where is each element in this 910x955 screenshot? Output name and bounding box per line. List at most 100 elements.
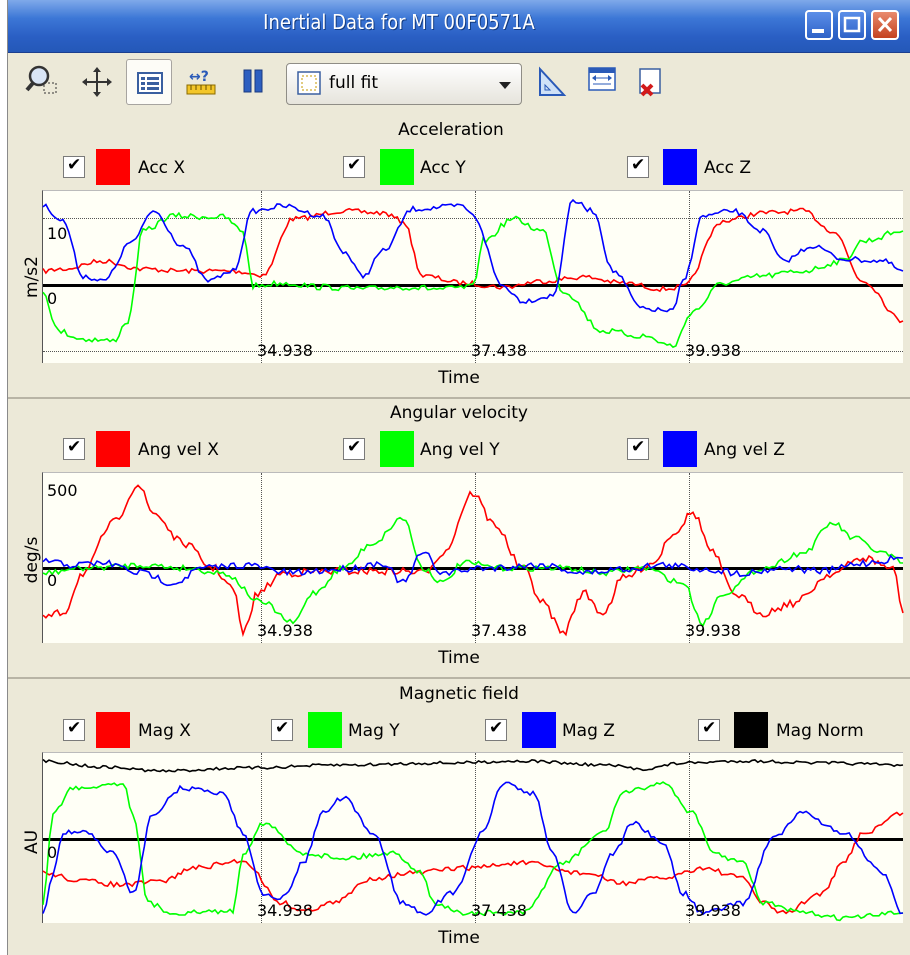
mag-x-swatch bbox=[96, 712, 130, 748]
ang-vel-x-checkbox[interactable] bbox=[63, 437, 85, 460]
magnetic-field-title: Magnetic field bbox=[399, 684, 519, 704]
angular-velocity-x-axis-label: Time bbox=[438, 648, 480, 668]
minimize-icon bbox=[812, 29, 824, 33]
mag-norm-checkbox[interactable] bbox=[698, 718, 720, 741]
x-tick: 37.438 bbox=[471, 341, 527, 360]
ang-vel-z-label: Ang vel Z bbox=[704, 440, 785, 460]
panel-separator bbox=[8, 397, 910, 399]
zoom-mode-dropdown[interactable]: full fit bbox=[286, 63, 522, 105]
fit-columns-button[interactable] bbox=[580, 59, 626, 105]
magnetic-field-plot[interactable]: 0 34.938 37.438 39.938 bbox=[42, 752, 904, 923]
acceleration-y-axis-label: m/s2 bbox=[22, 256, 42, 298]
axis-scale-button[interactable]: ↔? bbox=[178, 59, 224, 105]
y-tick-500: 500 bbox=[47, 481, 78, 500]
pan-button[interactable] bbox=[74, 59, 120, 105]
maximize-icon bbox=[843, 16, 861, 33]
acc-z-label: Acc Z bbox=[704, 158, 752, 178]
angular-velocity-traces bbox=[42, 484, 904, 638]
pause-button[interactable] bbox=[230, 59, 276, 105]
ang-vel-z-trace bbox=[42, 551, 904, 587]
grid-line bbox=[261, 473, 262, 643]
x-tick: 37.438 bbox=[471, 901, 527, 920]
mag-x-trace bbox=[42, 811, 904, 915]
pan-icon bbox=[82, 67, 112, 97]
x-tick: 34.938 bbox=[257, 621, 313, 640]
angular-velocity-title: Angular velocity bbox=[390, 403, 528, 423]
y-tick-0: 0 bbox=[47, 571, 58, 590]
x-tick: 39.938 bbox=[685, 621, 741, 640]
acceleration-x-axis-label: Time bbox=[438, 368, 480, 388]
ang-vel-x-label: Ang vel X bbox=[138, 440, 219, 460]
angular-velocity-y-axis-label: deg/s bbox=[22, 536, 42, 584]
ang-vel-y-label: Ang vel Y bbox=[420, 440, 500, 460]
legend-toggle-icon bbox=[137, 72, 163, 94]
mag-z-trace bbox=[42, 781, 904, 916]
y-tick-10: 10 bbox=[47, 224, 68, 243]
zoom-mode-value: full fit bbox=[329, 73, 378, 93]
ruler-button[interactable] bbox=[528, 59, 574, 105]
grid-line bbox=[43, 351, 903, 352]
panel-separator bbox=[8, 677, 910, 679]
ruler-icon bbox=[539, 66, 567, 96]
legend-toggle-button[interactable] bbox=[126, 59, 172, 105]
minimize-button[interactable] bbox=[805, 10, 833, 40]
acc-y-label: Acc Y bbox=[420, 158, 466, 178]
acceleration-plot[interactable]: 10 0 34.938 37.438 39.938 bbox=[42, 190, 904, 363]
mag-z-checkbox[interactable] bbox=[485, 718, 507, 741]
zero-line bbox=[43, 838, 903, 841]
axis-scale-icon: ↔? bbox=[186, 69, 216, 95]
magnetic-field-x-axis-label: Time bbox=[438, 928, 480, 948]
close-button[interactable] bbox=[871, 10, 899, 40]
zoom-fit-icon bbox=[297, 71, 321, 95]
mag-y-trace bbox=[42, 781, 904, 922]
grid-line bbox=[43, 218, 903, 219]
clear-button[interactable] bbox=[628, 59, 674, 105]
mag-y-swatch bbox=[308, 712, 342, 748]
acceleration-traces bbox=[42, 198, 904, 349]
acc-y-trace bbox=[42, 211, 904, 349]
ang-vel-y-swatch bbox=[380, 431, 414, 467]
x-tick: 34.938 bbox=[257, 901, 313, 920]
acc-z-swatch bbox=[663, 149, 697, 185]
chevron-down-icon bbox=[499, 82, 511, 89]
grid-line bbox=[475, 191, 476, 363]
mag-x-checkbox[interactable] bbox=[63, 718, 85, 741]
ang-vel-y-checkbox[interactable] bbox=[343, 437, 365, 460]
x-tick: 39.938 bbox=[685, 901, 741, 920]
fit-columns-icon bbox=[588, 67, 616, 91]
acc-x-label: Acc X bbox=[138, 158, 186, 178]
x-tick: 39.938 bbox=[685, 341, 741, 360]
acc-z-trace bbox=[42, 198, 904, 313]
ang-vel-z-checkbox[interactable] bbox=[627, 437, 649, 460]
ang-vel-x-trace bbox=[42, 484, 904, 638]
acc-x-checkbox[interactable] bbox=[63, 155, 85, 178]
grid-line bbox=[475, 473, 476, 643]
grid-line bbox=[261, 191, 262, 363]
maximize-button[interactable] bbox=[838, 10, 866, 40]
acc-y-swatch bbox=[380, 149, 414, 185]
acc-y-checkbox[interactable] bbox=[343, 155, 365, 178]
mag-norm-swatch bbox=[734, 712, 768, 748]
close-icon bbox=[877, 16, 893, 33]
mag-y-checkbox[interactable] bbox=[271, 718, 293, 741]
y-tick-0: 0 bbox=[47, 843, 58, 862]
angular-velocity-plot[interactable]: 500 0 34.938 37.438 39.938 bbox=[42, 472, 904, 643]
zoom-region-button[interactable] bbox=[22, 59, 68, 105]
window-title: Inertial Data for MT 00F0571A bbox=[263, 10, 535, 34]
x-tick: 34.938 bbox=[257, 341, 313, 360]
mag-y-label: Mag Y bbox=[348, 721, 400, 741]
mag-x-label: Mag X bbox=[138, 721, 191, 741]
svg-text:↔?: ↔? bbox=[189, 69, 209, 85]
zero-line bbox=[43, 284, 903, 287]
zoom-region-icon bbox=[25, 65, 57, 94]
acc-z-checkbox[interactable] bbox=[627, 155, 649, 178]
ang-vel-y-trace bbox=[42, 516, 904, 628]
toolbar: ↔? full fit bbox=[8, 53, 910, 115]
mag-z-swatch bbox=[522, 712, 556, 748]
ang-vel-x-swatch bbox=[96, 431, 130, 467]
magnetic-field-traces bbox=[42, 758, 904, 922]
ang-vel-z-swatch bbox=[663, 431, 697, 467]
title-bar[interactable]: Inertial Data for MT 00F0571A bbox=[8, 0, 910, 53]
grid-line bbox=[689, 473, 690, 643]
acceleration-title: Acceleration bbox=[398, 120, 504, 140]
